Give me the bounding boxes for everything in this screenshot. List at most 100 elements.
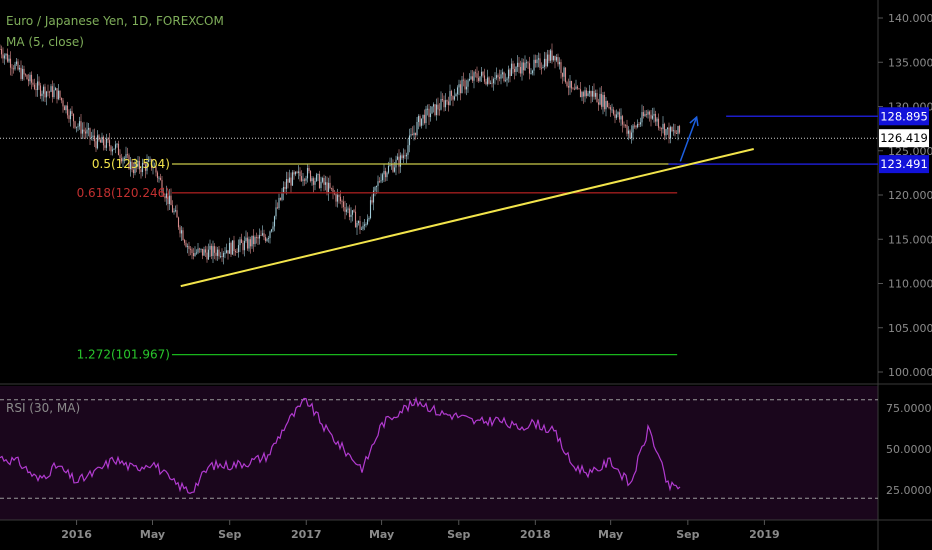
time-axis[interactable]: 2016 May Sep 2017 May Sep 2018 May Sep 2019 (61, 520, 780, 541)
candle-body (203, 249, 205, 256)
candle-body (236, 252, 238, 253)
candle-body (104, 145, 106, 148)
candle-body (674, 130, 676, 134)
candle-body (572, 88, 574, 90)
candle-body (381, 174, 384, 181)
candlestick-series (0, 43, 681, 265)
candle-body (101, 136, 103, 143)
candle-body (545, 58, 547, 67)
time-tick-label: Sep (447, 528, 470, 541)
candle-body (194, 253, 196, 256)
candle-body (482, 71, 484, 76)
candle-body (212, 246, 214, 257)
candle-body (527, 62, 529, 64)
candle-body (183, 240, 186, 243)
candle-body (597, 102, 600, 105)
candle-body (405, 154, 408, 157)
candle-body (227, 250, 229, 254)
candle-body (360, 228, 363, 230)
candle-body (569, 80, 571, 88)
candle-body (144, 164, 147, 171)
candle-body (218, 249, 220, 257)
candle-body (308, 168, 310, 172)
candle-body (578, 88, 580, 90)
candle-body (461, 79, 463, 94)
candle-body (56, 88, 58, 100)
candle-body (443, 100, 445, 108)
candle-body (180, 230, 183, 234)
candle-body (15, 61, 18, 65)
candle-body (252, 235, 255, 245)
candle-body (636, 124, 639, 128)
candle-body (225, 250, 228, 253)
candle-body (165, 193, 168, 199)
candle-body (276, 207, 279, 209)
candle-body (656, 118, 658, 122)
candle-body (224, 252, 226, 254)
candle-body (428, 108, 430, 118)
candle-body (485, 81, 487, 85)
candle-body (651, 115, 654, 119)
candle-body (525, 62, 528, 64)
candle-body (0, 48, 1, 50)
candle-body (515, 66, 517, 73)
rsi-series (0, 396, 878, 499)
candle-body (536, 59, 538, 64)
candle-body (116, 143, 118, 145)
candle-body (384, 171, 387, 178)
rsi-axis[interactable]: 75.0000 50.0000 25.0000 (886, 402, 932, 497)
candle-body (261, 233, 264, 236)
candle-body (81, 129, 84, 134)
candle-body (177, 217, 180, 228)
rsi-tick-label: 50.0000 (886, 443, 932, 456)
candle-body (618, 112, 621, 120)
ascending-trendline (180, 148, 754, 288)
candle-body (219, 255, 222, 257)
price-tick-label: 100.000 (888, 366, 932, 379)
candle-body (75, 126, 78, 128)
candle-body (258, 235, 261, 239)
candle-body (575, 86, 577, 90)
candle-body (21, 69, 24, 80)
candle-body (297, 171, 300, 173)
candle-body (420, 118, 423, 126)
candle-body (464, 80, 466, 90)
price-tick-label: 105.000 (888, 322, 932, 335)
fibonacci-levels: 0.5(123.504) 0.618(120.246) 1.272(101.967) (77, 157, 678, 362)
candle-body (294, 171, 297, 175)
candle-body (281, 193, 283, 200)
candle-body (599, 93, 601, 105)
candle-body (662, 123, 664, 130)
candle-body (69, 111, 72, 120)
candle-body (672, 130, 675, 132)
candle-body (540, 67, 543, 69)
candle-body (476, 73, 478, 78)
price-tick-label: 135.000 (888, 56, 932, 69)
candle-body (318, 174, 321, 189)
candle-body (311, 178, 313, 182)
candle-body (74, 121, 76, 128)
candle-body (471, 76, 474, 81)
candle-body (23, 69, 25, 75)
price-tick-label: 110.000 (888, 278, 932, 291)
candle-body (48, 91, 51, 93)
candle-body (410, 134, 412, 136)
candle-body (629, 130, 631, 139)
candle-body (413, 132, 415, 136)
candle-body (551, 50, 553, 61)
candle-body (285, 179, 288, 189)
candle-body (647, 111, 649, 115)
candle-body (518, 62, 520, 67)
candle-body (44, 86, 46, 98)
candle-body (159, 177, 162, 180)
candle-body (117, 143, 120, 156)
candle-body (678, 126, 681, 133)
candle-body (495, 75, 498, 79)
candle-body (17, 61, 19, 70)
candle-body (371, 200, 373, 203)
candle-body (549, 50, 552, 61)
price-tick-label: 125.000 (888, 145, 932, 158)
candle-body (639, 122, 642, 125)
candle-body (626, 125, 628, 134)
